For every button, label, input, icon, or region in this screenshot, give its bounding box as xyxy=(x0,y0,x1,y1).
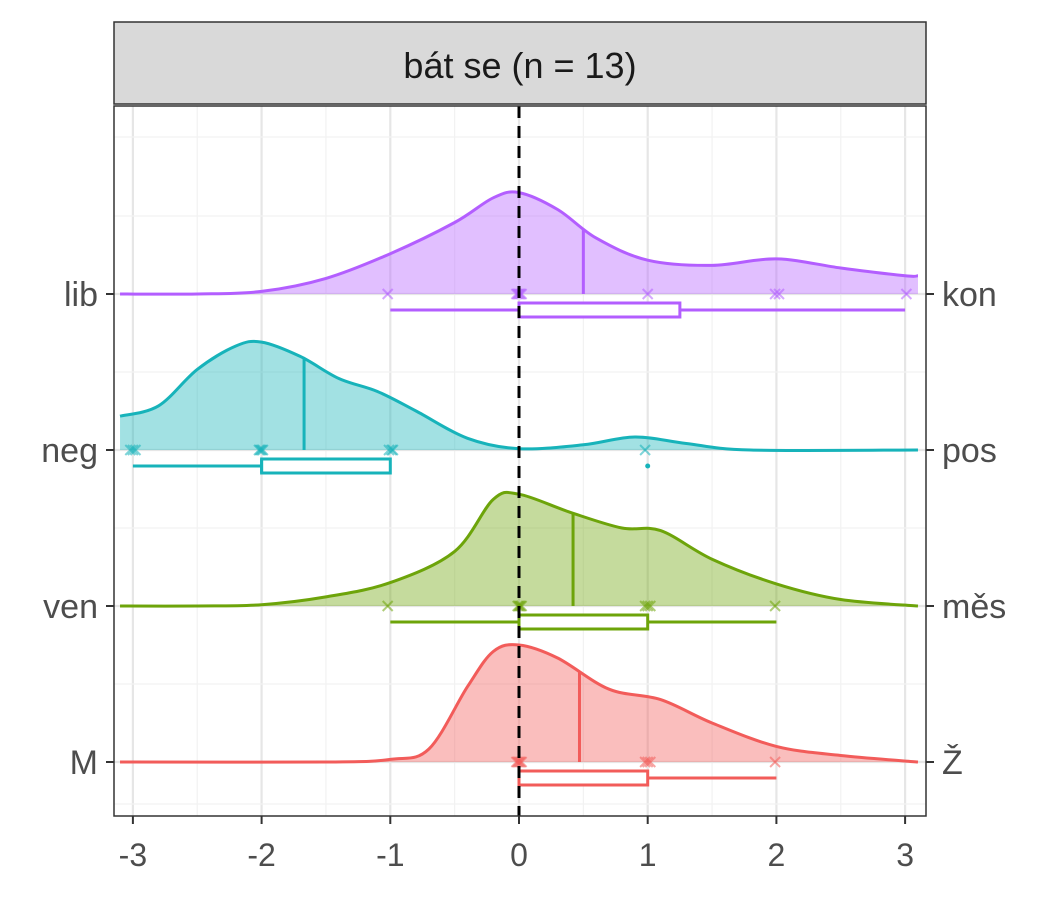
density-curve xyxy=(120,643,919,764)
point-stroke xyxy=(769,288,781,300)
data-point xyxy=(639,600,651,612)
box-iqr xyxy=(260,457,392,475)
facet-strip-title: bát se (n = 13) xyxy=(403,45,636,86)
data-point xyxy=(253,444,265,456)
point-stroke xyxy=(381,600,394,612)
ridge-neg xyxy=(119,339,918,475)
point-stroke xyxy=(641,756,654,768)
right-category-label: pos xyxy=(942,432,997,470)
data-point xyxy=(383,444,395,456)
density-curve xyxy=(120,190,919,296)
density-curve xyxy=(120,490,919,608)
point-stroke xyxy=(383,444,395,456)
point-stroke xyxy=(514,756,527,768)
axes: -3 -2 -1 0 1 2 3 lib kon neg pos ven měs M Ž xyxy=(41,276,1006,873)
left-category-label: ven xyxy=(43,588,98,626)
data-point xyxy=(769,600,781,612)
point-stroke xyxy=(769,600,781,612)
data-point xyxy=(255,444,268,456)
data-point xyxy=(900,288,913,300)
point-stroke xyxy=(253,444,265,456)
right-category-label: Ž xyxy=(942,744,963,782)
point-stroke xyxy=(129,444,142,456)
box-iqr xyxy=(517,301,682,319)
data-point xyxy=(769,756,781,768)
point-stroke xyxy=(641,288,654,300)
data-point xyxy=(385,444,398,456)
data-point xyxy=(514,756,527,768)
ridge-M xyxy=(120,643,919,787)
x-tick-label: -2 xyxy=(247,837,275,873)
data-point xyxy=(641,600,654,612)
point-stroke xyxy=(639,600,651,612)
left-category-label: neg xyxy=(41,432,98,470)
x-tick-label: 2 xyxy=(768,837,786,873)
right-category-label: měs xyxy=(942,588,1006,626)
box-iqr xyxy=(517,613,650,631)
point-stroke xyxy=(769,756,781,768)
box-outlier xyxy=(645,463,651,469)
data-point xyxy=(769,288,781,300)
point-stroke xyxy=(255,444,268,456)
data-point xyxy=(127,444,139,456)
data-point xyxy=(511,756,524,768)
data-point xyxy=(639,756,651,768)
point-stroke xyxy=(639,756,651,768)
data-point xyxy=(641,756,654,768)
point-stroke xyxy=(773,288,785,300)
x-tick-label: 1 xyxy=(639,837,657,873)
density-area xyxy=(120,644,918,763)
x-tick-label: -3 xyxy=(119,837,147,873)
data-point xyxy=(129,444,142,456)
data-point xyxy=(124,444,137,456)
point-stroke xyxy=(639,444,651,456)
data-point xyxy=(381,288,394,300)
point-stroke xyxy=(644,756,657,768)
left-category-label: M xyxy=(70,744,98,782)
point-stroke xyxy=(900,288,913,300)
point-stroke xyxy=(381,288,394,300)
x-tick-label: -1 xyxy=(376,837,404,873)
data-point xyxy=(644,600,657,612)
density-curve xyxy=(119,339,918,452)
point-stroke xyxy=(124,444,137,456)
density-area xyxy=(120,191,918,295)
data-point xyxy=(773,288,785,300)
data-point xyxy=(639,444,651,456)
box-iqr xyxy=(517,769,650,787)
point-stroke xyxy=(511,756,524,768)
data-point xyxy=(381,600,394,612)
point-stroke xyxy=(641,600,654,612)
right-category-label: kon xyxy=(942,276,997,314)
x-tick-label: 3 xyxy=(896,837,914,873)
data-point xyxy=(644,756,657,768)
x-tick-label: 0 xyxy=(510,837,528,873)
point-stroke xyxy=(127,444,139,456)
data-point xyxy=(641,288,654,300)
facet-strip xyxy=(113,21,927,105)
left-category-label: lib xyxy=(64,276,98,314)
ridge-lib xyxy=(120,190,919,319)
point-stroke xyxy=(644,600,657,612)
point-stroke xyxy=(385,444,398,456)
